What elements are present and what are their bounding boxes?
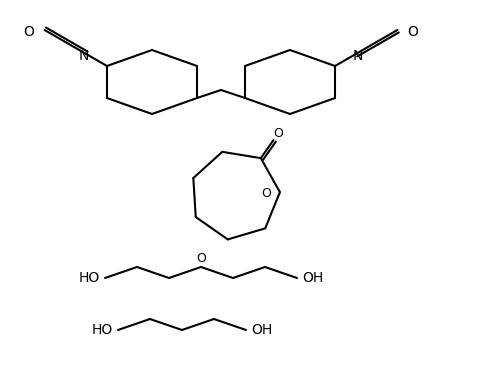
- Text: HO: HO: [79, 271, 100, 285]
- Text: O: O: [196, 252, 206, 265]
- Text: O: O: [24, 25, 35, 39]
- Text: O: O: [273, 127, 283, 140]
- Text: O: O: [408, 25, 418, 39]
- Text: N: N: [353, 49, 363, 63]
- Text: HO: HO: [92, 323, 113, 337]
- Text: N: N: [79, 49, 90, 63]
- Text: OH: OH: [251, 323, 272, 337]
- Text: OH: OH: [302, 271, 323, 285]
- Text: O: O: [262, 187, 271, 199]
